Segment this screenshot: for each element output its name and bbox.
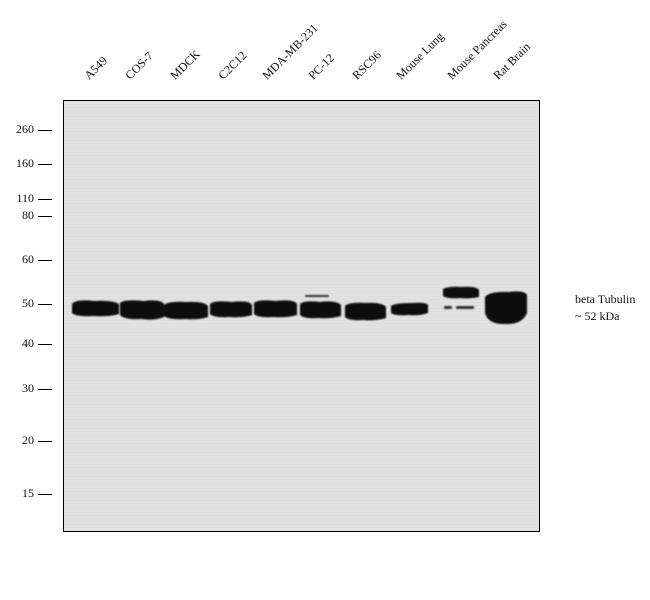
marker-tick (38, 389, 52, 390)
band-mouse-pancreas-lower (444, 306, 452, 309)
band-rsc96 (345, 302, 386, 321)
lane-label-a549: A549 (81, 53, 111, 83)
target-size: ~ 52 kDa (575, 309, 620, 323)
marker-label-15: 15 (22, 486, 34, 500)
marker-tick (38, 344, 52, 345)
band-cos7 (120, 300, 164, 320)
marker-tick (38, 199, 52, 200)
blot-bands (72, 286, 527, 325)
band-mda-mb-231 (254, 300, 297, 318)
band-pc12-faint (305, 295, 329, 297)
marker-label-40: 40 (22, 336, 34, 350)
band-mdck (164, 301, 208, 320)
band-pc12 (300, 301, 341, 319)
lane-label-rat-brain: Rat Brain (490, 39, 534, 83)
lane-label-pc12: PC-12 (305, 50, 337, 83)
marker-label-60: 60 (22, 252, 34, 266)
band-rat-brain (485, 291, 527, 325)
marker-tick (38, 494, 52, 495)
lane-label-rsc96: RSC96 (349, 47, 384, 83)
marker-tick (38, 164, 52, 165)
marker-label-50: 50 (22, 296, 34, 310)
marker-label-80: 80 (22, 208, 34, 222)
blot-membrane (63, 100, 540, 532)
target-name: beta Tubulin (575, 292, 636, 306)
lane-label-cos7: COS-7 (122, 48, 156, 83)
marker-label-260: 260 (16, 122, 34, 136)
marker-tick (38, 441, 52, 442)
lane-label-mouse-lung: Mouse Lung (393, 29, 447, 83)
band-mouse-lung (391, 302, 428, 316)
band-c2c12 (210, 301, 252, 318)
lane-label-mdck: MDCK (167, 46, 203, 83)
lane-label-c2c12: C2C12 (215, 48, 250, 83)
marker-tick (38, 130, 52, 131)
band-mouse-pancreas-lower (456, 306, 474, 309)
band-mouse-pancreas-upper (443, 286, 479, 299)
marker-tick (38, 260, 52, 261)
marker-label-160: 160 (16, 156, 34, 170)
marker-label-110: 110 (16, 191, 34, 205)
marker-label-20: 20 (22, 433, 34, 447)
marker-tick (38, 216, 52, 217)
marker-tick (38, 304, 52, 305)
marker-label-30: 30 (22, 381, 34, 395)
band-a549 (72, 300, 119, 317)
